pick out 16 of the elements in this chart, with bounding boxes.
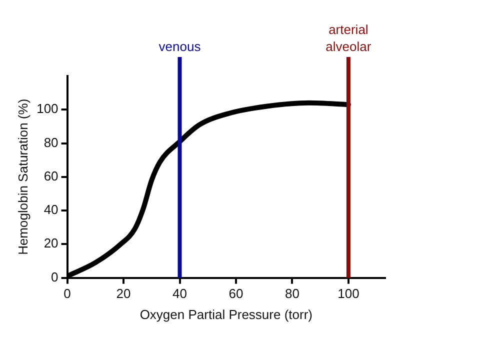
ref-line-label: venous xyxy=(158,39,202,54)
x-tick-label: 100 xyxy=(338,286,360,302)
y-tick-label: 60 xyxy=(44,168,58,184)
ref-line-label: arterial alveolar xyxy=(326,22,372,54)
x-tick-label: 20 xyxy=(116,286,131,302)
y-tick-label: 0 xyxy=(51,269,58,284)
x-tick-label: 60 xyxy=(228,286,244,302)
y-tick-label: 80 xyxy=(44,134,58,150)
x-axis-title: Oxygen Partial Pressure (torr) xyxy=(140,306,312,322)
y-axis-title: Hemoglobin Saturation (%) xyxy=(15,98,30,255)
y-tick-label: 100 xyxy=(36,101,58,116)
x-tick-label: 0 xyxy=(64,286,71,302)
x-tick-label: 80 xyxy=(284,286,300,302)
y-tick-label: 40 xyxy=(44,202,58,218)
y-tick-label: 20 xyxy=(44,236,58,251)
x-tick-label: 40 xyxy=(172,286,187,302)
